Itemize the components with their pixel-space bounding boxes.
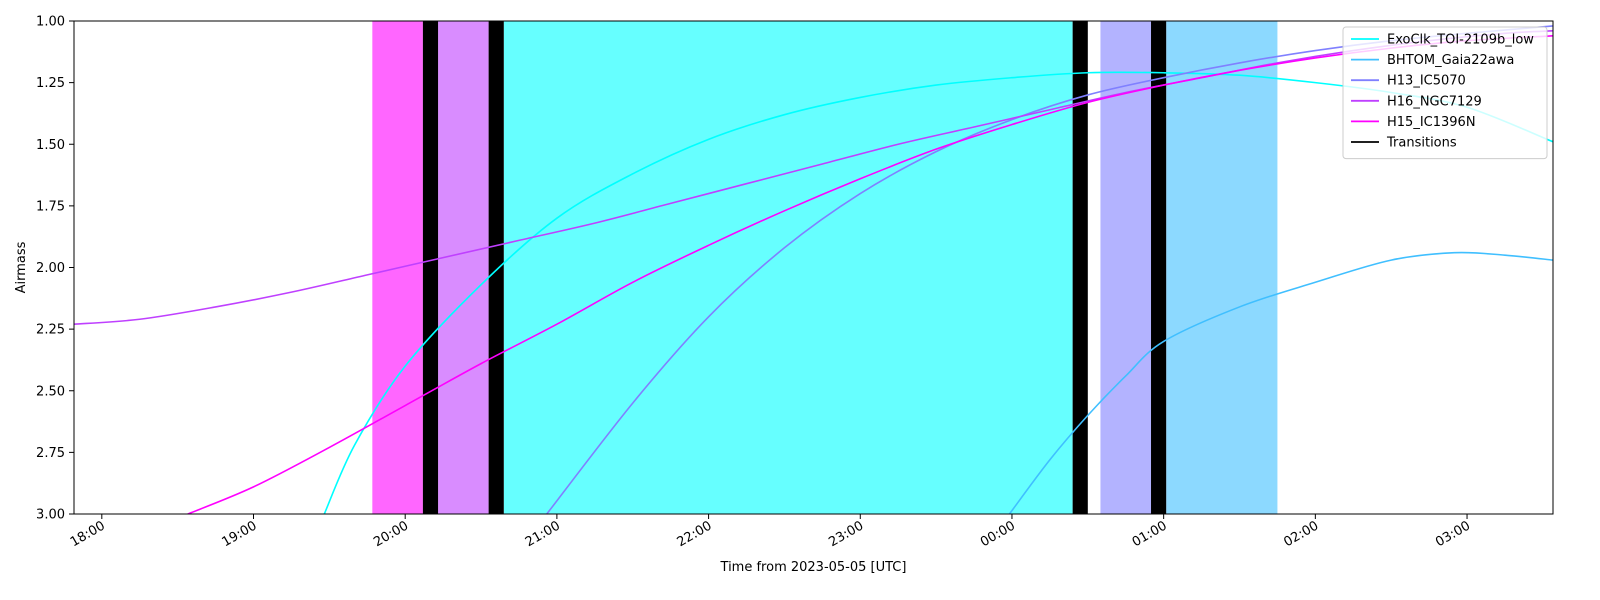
transition-block-2 xyxy=(1072,21,1088,514)
y-tick-label: 3.00 xyxy=(36,508,65,523)
observation-block-2 xyxy=(503,21,1073,514)
y-tick-label: 1.75 xyxy=(36,199,65,214)
x-tick-label: 20:00 xyxy=(371,518,411,550)
legend-entry: H15_IC1396N xyxy=(1387,115,1476,130)
y-tick-label: 2.75 xyxy=(36,446,65,461)
x-axis: 18:00 19:00 20:00 21:00 22:00 23:00 00:00 01:00… xyxy=(68,514,1473,550)
series-line-h15-ic1396n xyxy=(187,34,1553,514)
legend-entry: BHTOM_Gaia22awa xyxy=(1387,53,1514,68)
observation-blocks xyxy=(372,21,1278,514)
x-tick-label: 19:00 xyxy=(220,518,260,550)
observation-block-1 xyxy=(438,21,489,514)
observation-block-4 xyxy=(1166,21,1278,514)
x-axis-label: Time from 2023-05-05 [UTC] xyxy=(720,560,907,575)
legend-entry: H16_NGC7129 xyxy=(1387,94,1482,109)
transition-block-0 xyxy=(422,21,439,514)
legend-entry: Transitions xyxy=(1386,136,1457,151)
x-tick-label: 01:00 xyxy=(1130,518,1170,550)
y-axis-label: Airmass xyxy=(14,241,29,293)
y-axis: 1.00 1.25 1.50 1.75 2.00 2.25 2.50 2.75 3.00 xyxy=(36,15,74,523)
x-tick-label: 18:00 xyxy=(68,518,108,550)
x-tick-label: 00:00 xyxy=(978,518,1018,550)
transition-block-3 xyxy=(1151,21,1167,514)
x-tick-label: 02:00 xyxy=(1281,518,1321,550)
series-line-bhtom-gaia22awa xyxy=(1008,251,1553,514)
x-tick-label: 21:00 xyxy=(523,518,563,550)
x-tick-label: 22:00 xyxy=(675,518,715,550)
x-tick-label: 03:00 xyxy=(1433,518,1473,550)
legend-entry: H13_IC5070 xyxy=(1387,74,1466,89)
legend-entry: ExoClk_TOI-2109b_low xyxy=(1387,33,1534,48)
y-tick-label: 2.25 xyxy=(36,323,65,338)
series-line-exoclk-toi-2109b-low xyxy=(323,71,1553,514)
y-tick-label: 1.25 xyxy=(36,76,65,91)
y-tick-label: 2.00 xyxy=(36,261,65,276)
x-tick-label: 23:00 xyxy=(826,518,866,550)
y-tick-label: 1.00 xyxy=(36,15,65,30)
observation-block-3 xyxy=(1100,21,1152,514)
legend: ExoClk_TOI-2109b_low BHTOM_Gaia22awa H13_I… xyxy=(1342,26,1548,160)
transition-block-1 xyxy=(488,21,504,514)
series-line-h16-ngc7129 xyxy=(74,30,1553,325)
y-tick-label: 2.50 xyxy=(36,384,65,399)
y-tick-label: 1.50 xyxy=(36,138,65,153)
airmass-curves xyxy=(74,25,1553,514)
legend-box xyxy=(1342,26,1548,160)
